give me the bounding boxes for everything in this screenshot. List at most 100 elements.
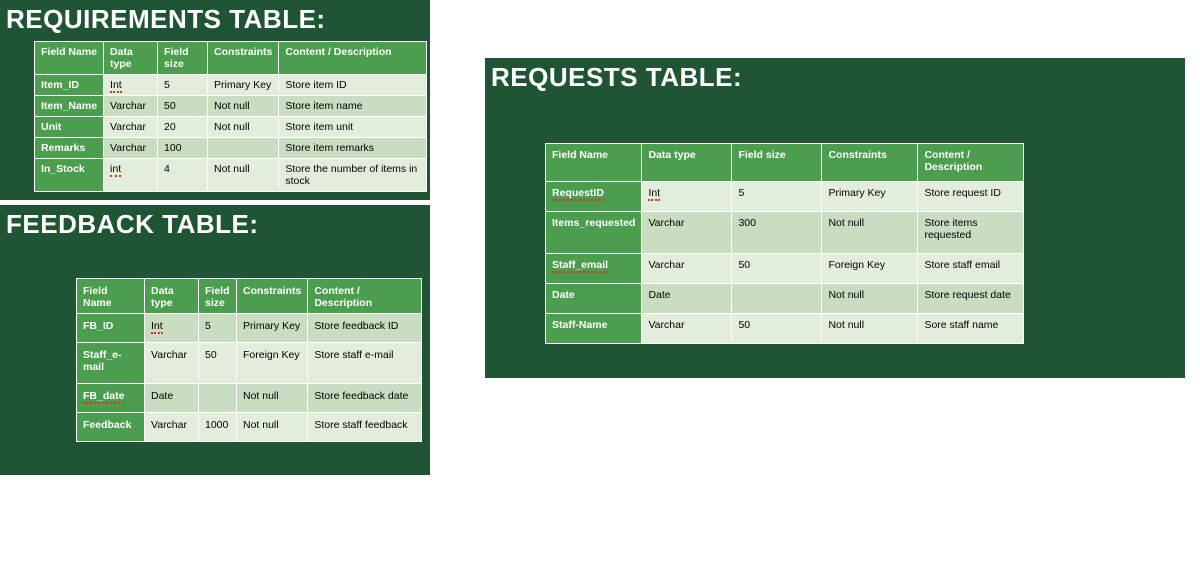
cell-description: Store item remarks (279, 138, 427, 159)
cell-datatype: Date (642, 284, 732, 314)
cell-description: Store feedback ID (308, 314, 422, 343)
cell-description: Store request date (918, 284, 1024, 314)
cell-datatype: int (104, 159, 158, 192)
cell-fieldname: RequestID (546, 182, 642, 212)
cell-datatype: Date (145, 384, 199, 413)
cell-datatype: Int (642, 182, 732, 212)
cell-fieldsize: 5 (732, 182, 822, 212)
cell-constraints: Primary Key (822, 182, 918, 212)
col-datatype: Data type (145, 279, 199, 314)
table-row: RemarksVarchar100 Store item remarks (35, 138, 427, 159)
cell-fieldname: Remarks (35, 138, 104, 159)
cell-fieldsize: 100 (158, 138, 208, 159)
table-row: FB_dateDateNot nullStore feedback date (77, 384, 422, 413)
col-description: Content / Description (918, 144, 1024, 182)
table-header-row: Field Name Data type Field size Constrai… (35, 42, 427, 75)
cell-fieldname: Staff-Name (546, 314, 642, 344)
cell-constraints: Not null (822, 212, 918, 254)
cell-datatype: Varchar (642, 314, 732, 344)
cell-constraints: Not null (822, 284, 918, 314)
cell-fieldname: FB_ID (77, 314, 145, 343)
cell-description: Store staff feedback (308, 413, 422, 442)
cell-constraints: Primary Key (237, 314, 308, 343)
cell-fieldsize: 50 (199, 343, 237, 384)
cell-constraints (208, 138, 279, 159)
cell-fieldsize: 5 (199, 314, 237, 343)
table-row: Item_IDInt5Primary KeyStore item ID (35, 75, 427, 96)
cell-constraints: Foreign Key (822, 254, 918, 284)
col-datatype: Data type (642, 144, 732, 182)
cell-fieldname: Item_Name (35, 96, 104, 117)
cell-fieldsize: 50 (158, 96, 208, 117)
cell-fieldname: Staff_e-mail (77, 343, 145, 384)
requests-table: Field Name Data type Field size Constrai… (545, 143, 1024, 344)
table-row: Staff_e-mailVarchar50Foreign KeyStore st… (77, 343, 422, 384)
cell-description: Store items requested (918, 212, 1024, 254)
cell-fieldname: Item_ID (35, 75, 104, 96)
cell-constraints: Not null (208, 96, 279, 117)
cell-fieldname: Staff_email (546, 254, 642, 284)
cell-fieldname: Unit (35, 117, 104, 138)
cell-datatype: Varchar (104, 138, 158, 159)
cell-constraints: Primary Key (208, 75, 279, 96)
cell-fieldsize: 5 (158, 75, 208, 96)
cell-fieldname: Date (546, 284, 642, 314)
col-fieldsize: Field size (158, 42, 208, 75)
table-row: Staff-NameVarchar50Not nullSore staff na… (546, 314, 1024, 344)
col-constraints: Constraints (208, 42, 279, 75)
cell-description: Store request ID (918, 182, 1024, 212)
col-fieldsize: Field size (199, 279, 237, 314)
cell-datatype: Int (145, 314, 199, 343)
cell-description: Store feedback date (308, 384, 422, 413)
feedback-panel: FEEDBACK TABLE: Field Name Data type Fie… (0, 205, 430, 475)
cell-constraints: Not null (208, 159, 279, 192)
cell-description: Store staff e-mail (308, 343, 422, 384)
cell-constraints: Not null (237, 413, 308, 442)
col-fieldname: Field Name (35, 42, 104, 75)
cell-fieldname: In_Stock (35, 159, 104, 192)
col-description: Content / Description (308, 279, 422, 314)
col-datatype: Data type (104, 42, 158, 75)
col-fieldsize: Field size (732, 144, 822, 182)
table-row: FB_IDInt5Primary KeyStore feedback ID (77, 314, 422, 343)
table-row: FeedbackVarchar1000Not nullStore staff f… (77, 413, 422, 442)
cell-datatype: Varchar (104, 96, 158, 117)
col-constraints: Constraints (237, 279, 308, 314)
requirements-table: Field Name Data type Field size Constrai… (34, 41, 427, 192)
cell-fieldsize: 20 (158, 117, 208, 138)
requests-title: REQUESTS TABLE: (485, 58, 1185, 99)
cell-fieldsize: 4 (158, 159, 208, 192)
cell-fieldname: FB_date (77, 384, 145, 413)
cell-description: Store item ID (279, 75, 427, 96)
table-row: Items_requestedVarchar300Not nullStore i… (546, 212, 1024, 254)
col-description: Content / Description (279, 42, 427, 75)
col-fieldname: Field Name (546, 144, 642, 182)
table-row: DateDate Not nullStore request date (546, 284, 1024, 314)
cell-description: Store item unit (279, 117, 427, 138)
cell-datatype: Int (104, 75, 158, 96)
table-header-row: Field Name Data type Field size Constrai… (77, 279, 422, 314)
cell-datatype: Varchar (145, 343, 199, 384)
table-row: UnitVarchar20Not nullStore item unit (35, 117, 427, 138)
cell-fieldname: Items_requested (546, 212, 642, 254)
cell-fieldsize: 50 (732, 254, 822, 284)
table-row: Staff_emailVarchar50Foreign KeyStore sta… (546, 254, 1024, 284)
table-row: In_Stockint4Not nullStore the number of … (35, 159, 427, 192)
cell-constraints: Not null (208, 117, 279, 138)
cell-constraints: Foreign Key (237, 343, 308, 384)
cell-datatype: Varchar (145, 413, 199, 442)
requests-panel: REQUESTS TABLE: Field Name Data type Fie… (485, 58, 1185, 378)
feedback-title: FEEDBACK TABLE: (0, 205, 430, 246)
cell-fieldname: Feedback (77, 413, 145, 442)
cell-description: Store staff email (918, 254, 1024, 284)
cell-description: Store the number of items in stock (279, 159, 427, 192)
cell-datatype: Varchar (642, 212, 732, 254)
cell-description: Sore staff name (918, 314, 1024, 344)
cell-fieldsize: 1000 (199, 413, 237, 442)
requirements-title: REQUIREMENTS TABLE: (0, 0, 430, 41)
feedback-table: Field Name Data type Field size Constrai… (76, 278, 422, 442)
cell-fieldsize: 300 (732, 212, 822, 254)
cell-description: Store item name (279, 96, 427, 117)
table-header-row: Field Name Data type Field size Constrai… (546, 144, 1024, 182)
table-row: Item_NameVarchar50Not nullStore item nam… (35, 96, 427, 117)
